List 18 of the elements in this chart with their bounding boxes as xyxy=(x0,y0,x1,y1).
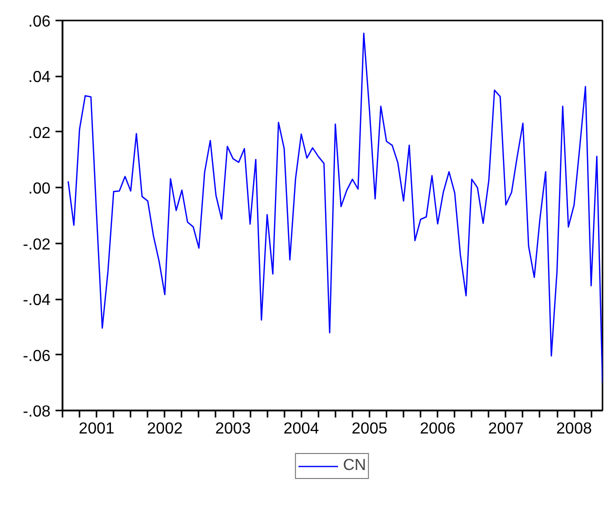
y-tick-label: .04 xyxy=(28,69,51,86)
y-tick-label: .06 xyxy=(28,14,51,30)
x-tick-label: 2001 xyxy=(78,420,115,438)
y-tick-label: -.04 xyxy=(22,292,51,310)
x-tick-label: 2008 xyxy=(556,420,592,438)
x-tick-label: 2005 xyxy=(352,420,388,438)
legend-label: CN xyxy=(342,457,366,475)
y-tick-label: -.08 xyxy=(22,404,51,420)
y-tick-label: .00 xyxy=(28,180,51,198)
line-series xyxy=(68,32,602,384)
x-tick-label: 2003 xyxy=(215,420,251,438)
x-tick-label: 2002 xyxy=(147,420,183,438)
y-tick-label: -.06 xyxy=(22,348,51,365)
x-tick-label: 2006 xyxy=(420,420,456,438)
x-tick-label: 2004 xyxy=(283,420,320,438)
y-tick-label: -.02 xyxy=(22,236,51,254)
x-tick-label: 2007 xyxy=(488,420,524,438)
y-tick-label: .02 xyxy=(28,124,51,142)
